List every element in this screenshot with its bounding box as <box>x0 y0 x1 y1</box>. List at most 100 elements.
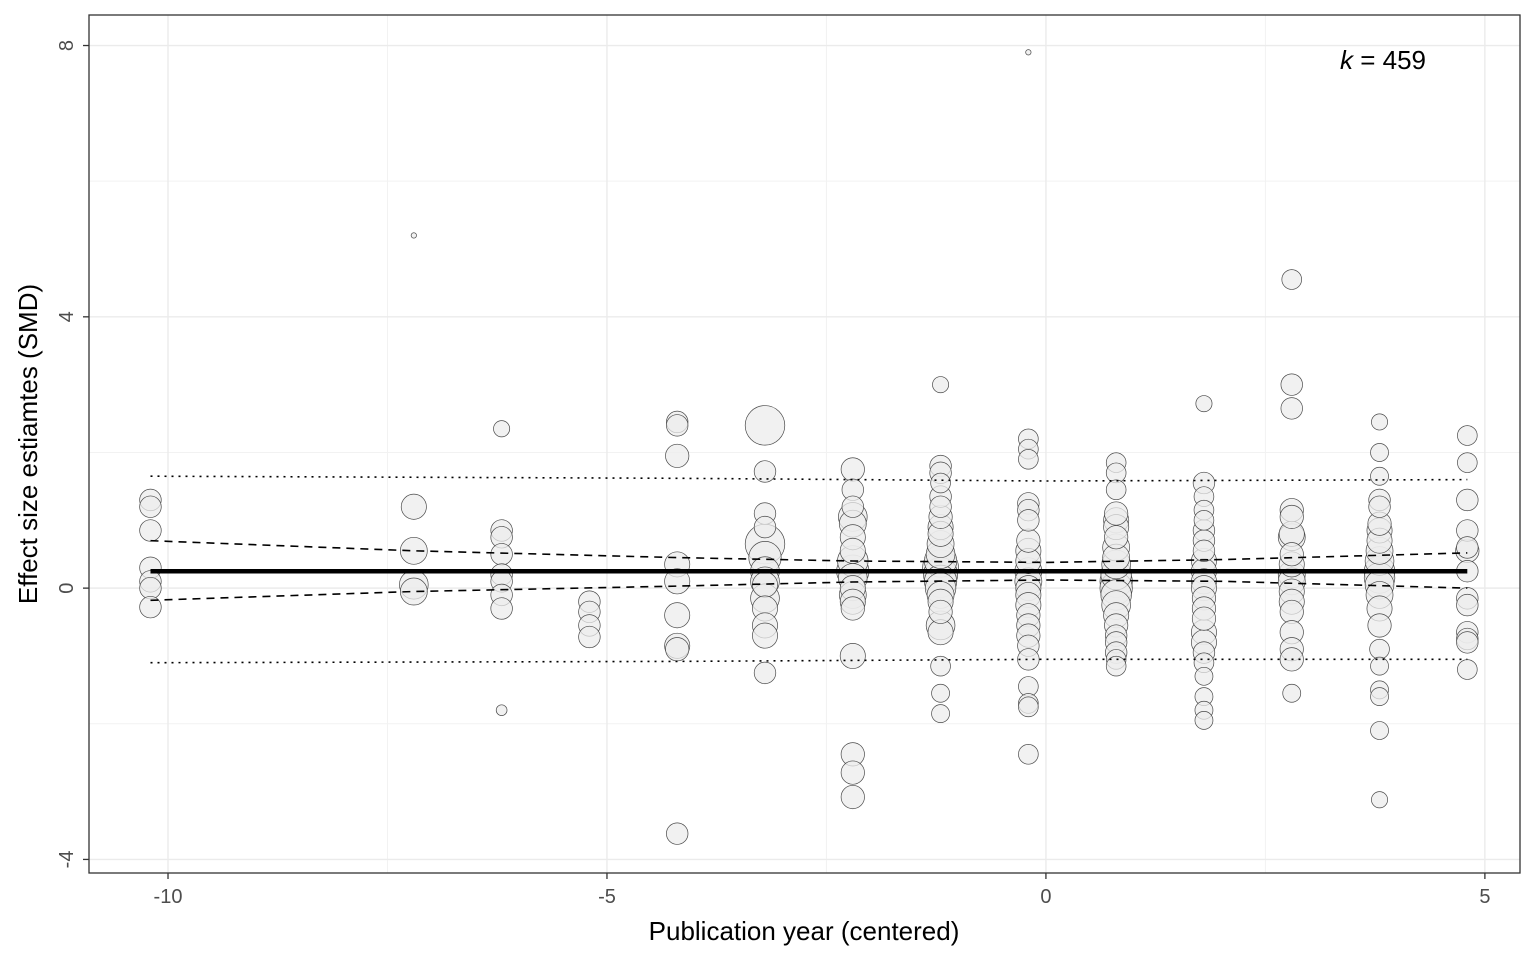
data-point <box>1280 373 1303 396</box>
data-point <box>578 625 601 649</box>
confidence-interval-lower <box>150 579 1468 602</box>
grid-layer <box>89 15 1520 873</box>
data-point <box>1279 599 1304 624</box>
confidence-interval-upper <box>150 539 1468 564</box>
data-point <box>139 519 162 542</box>
data-point <box>1371 413 1388 431</box>
data-point <box>139 595 162 619</box>
data-point <box>666 822 689 845</box>
data-point <box>1282 683 1302 703</box>
k-annotation-var: k <box>1340 45 1355 75</box>
data-point <box>839 537 866 564</box>
data-point <box>1016 528 1041 553</box>
y-tick-label: 0 <box>56 583 78 594</box>
data-point <box>1104 501 1129 526</box>
data-point <box>931 704 950 723</box>
data-point <box>1280 397 1303 420</box>
data-point <box>1370 656 1389 676</box>
data-point <box>840 760 865 785</box>
data-point <box>928 599 953 624</box>
data-point <box>840 596 865 621</box>
data-point <box>1370 443 1389 462</box>
y-axis-title: Effect size estiamtes (SMD) <box>13 284 43 604</box>
data-point <box>1457 425 1478 446</box>
data-point <box>753 460 777 483</box>
x-tick-label: 0 <box>1040 886 1051 908</box>
k-annotation-value: 459 <box>1383 45 1426 75</box>
data-point <box>930 472 951 494</box>
data-point <box>1194 711 1214 730</box>
data-point <box>840 784 865 810</box>
data-point <box>1456 488 1479 512</box>
x-axis-title: Publication year (centered) <box>649 916 960 946</box>
data-point <box>753 515 777 539</box>
data-point <box>1195 395 1213 413</box>
data-point <box>1194 666 1214 686</box>
data-point <box>840 457 865 482</box>
data-point <box>932 376 950 394</box>
data-point <box>1018 744 1039 765</box>
data-point <box>665 637 690 662</box>
x-tick-label: -5 <box>598 886 616 908</box>
prediction-interval-upper <box>150 475 1468 482</box>
data-point <box>930 655 951 677</box>
data-point <box>1457 452 1478 473</box>
data-point <box>139 495 162 518</box>
data-point <box>1018 449 1039 470</box>
data-point <box>665 443 690 468</box>
data-point <box>1105 655 1127 677</box>
data-point <box>744 405 786 446</box>
y-tick-label: 4 <box>56 311 78 322</box>
data-point <box>1018 696 1039 718</box>
data-point <box>931 683 950 703</box>
k-annotation: k = 459 <box>1340 45 1426 75</box>
data-point <box>839 643 866 669</box>
data-point <box>400 493 427 520</box>
data-point <box>410 232 417 239</box>
data-point <box>1457 659 1478 680</box>
data-point <box>1025 49 1032 56</box>
data-point <box>929 495 952 518</box>
x-tick-label: 5 <box>1479 886 1490 908</box>
data-point <box>399 577 428 606</box>
data-point <box>1279 542 1304 567</box>
lines-layer <box>150 475 1468 664</box>
data-point <box>1371 791 1388 809</box>
data-point <box>1105 479 1127 501</box>
axes-layer: -10 -5 0 5 -4 0 4 8 <box>56 40 1490 908</box>
x-tick-label: -10 <box>154 886 183 908</box>
data-point <box>1456 536 1479 559</box>
data-point <box>1367 613 1392 638</box>
data-point <box>493 420 511 438</box>
data-point <box>490 543 513 566</box>
data-point <box>1193 510 1215 531</box>
data-point <box>1368 495 1391 518</box>
data-point <box>752 622 778 649</box>
data-point <box>399 536 428 565</box>
panel-border <box>88 14 1521 874</box>
data-point <box>1369 638 1390 660</box>
prediction-interval-lower <box>150 658 1468 664</box>
data-point <box>1370 687 1389 707</box>
data-point <box>495 704 508 716</box>
data-point <box>664 568 691 595</box>
data-point <box>1281 269 1302 290</box>
y-tick-label: -4 <box>56 851 78 869</box>
data-point <box>753 661 777 685</box>
data-point <box>1370 466 1389 486</box>
data-point <box>1104 525 1129 550</box>
data-point <box>1370 721 1389 740</box>
data-point <box>1279 504 1304 529</box>
data-point <box>1192 539 1216 562</box>
data-point <box>666 414 689 437</box>
y-tick-label: 8 <box>56 40 78 51</box>
data-point <box>490 597 513 620</box>
data-point <box>139 576 162 600</box>
data-point <box>1191 606 1217 631</box>
data-point <box>1456 631 1479 654</box>
data-point <box>1456 593 1479 617</box>
k-annotation-op: = <box>1353 45 1383 75</box>
data-point <box>664 602 691 629</box>
data-point <box>841 495 864 518</box>
